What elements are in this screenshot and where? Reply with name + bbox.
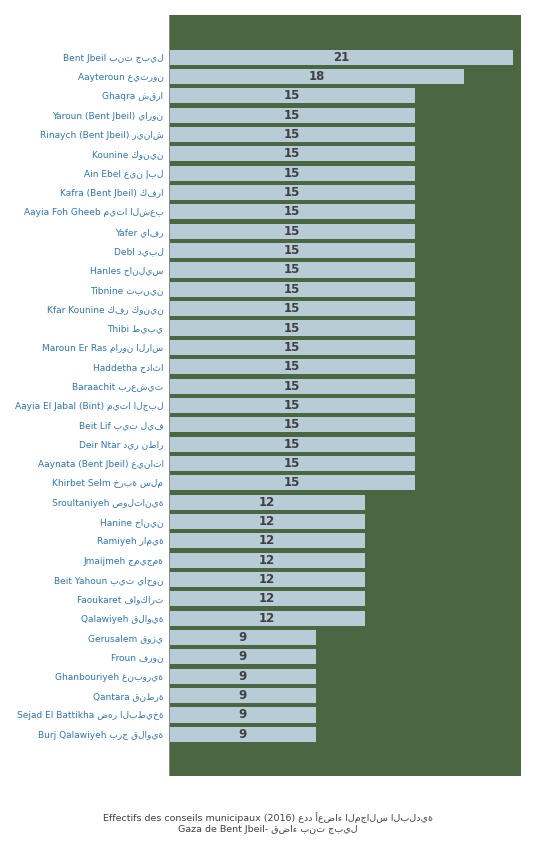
Bar [169,707,316,722]
Bar [169,591,366,606]
Text: 15: 15 [284,418,300,431]
Bar [169,688,316,703]
Text: 15: 15 [284,360,300,373]
Bar [169,108,415,123]
Text: 15: 15 [284,457,300,470]
Bar [169,649,316,664]
Text: 18: 18 [308,70,325,83]
Text: 15: 15 [284,341,300,354]
Bar [169,552,366,568]
Text: 9: 9 [239,727,247,741]
Bar [169,533,366,548]
Text: 15: 15 [284,186,300,199]
Text: 15: 15 [284,302,300,315]
Text: 12: 12 [259,593,276,605]
Text: 15: 15 [284,89,300,103]
Text: 15: 15 [284,399,300,412]
Bar [169,494,366,509]
Text: 9: 9 [239,669,247,683]
Text: 15: 15 [284,244,300,257]
Bar [169,185,415,200]
Bar [169,379,415,393]
Text: 15: 15 [284,109,300,122]
Text: 15: 15 [284,380,300,392]
Bar [169,514,366,529]
Text: 12: 12 [259,535,276,547]
Bar [169,205,415,220]
Bar [169,456,415,471]
Bar [169,669,316,684]
Bar [169,321,415,336]
Bar [169,340,415,355]
Text: 15: 15 [284,283,300,296]
Bar [169,418,415,432]
Text: 15: 15 [284,477,300,489]
Text: 15: 15 [284,167,300,179]
Bar [169,360,415,374]
Bar [169,436,415,451]
Bar [169,69,464,84]
Text: 9: 9 [239,708,247,722]
Text: 12: 12 [259,515,276,528]
Bar [169,88,415,104]
Bar [169,263,415,278]
Bar [169,398,415,413]
Text: 21: 21 [333,51,349,64]
Text: 9: 9 [239,632,247,644]
Text: 12: 12 [259,612,276,625]
Bar [169,166,415,181]
Bar [169,301,415,317]
Text: 15: 15 [284,322,300,334]
Bar [169,610,366,626]
Text: 15: 15 [284,205,300,218]
Bar [169,475,415,490]
Bar [169,224,415,239]
Text: 15: 15 [284,438,300,450]
Text: 12: 12 [259,573,276,586]
Bar [169,50,513,65]
Bar [169,282,415,297]
Text: Effectifs des conseils municipaux (2016) عدد أعضاء المجالس البلدية
Gaza de Bent : Effectifs des conseils municipaux (2016)… [103,813,433,834]
Text: 15: 15 [284,147,300,160]
Text: 9: 9 [239,650,247,663]
Bar [169,243,415,258]
Bar [169,127,415,142]
Bar [169,727,316,742]
Text: 15: 15 [284,264,300,276]
Bar [169,572,366,587]
Text: 15: 15 [284,128,300,141]
Bar [169,630,316,645]
Text: 12: 12 [259,554,276,567]
Text: 9: 9 [239,689,247,702]
Text: 15: 15 [284,225,300,237]
Bar [169,147,415,162]
Text: 12: 12 [259,496,276,509]
